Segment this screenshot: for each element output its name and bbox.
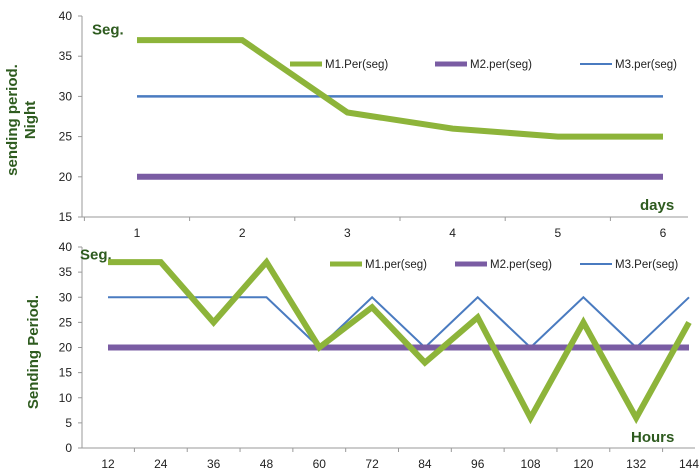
chart1-y-tick-label: 25 [59, 130, 73, 144]
chart1-y-tick-label: 15 [59, 210, 73, 224]
chart1-y-axis-label: Night [22, 101, 39, 139]
chart1-y-tick-label: 20 [59, 170, 73, 184]
chart1-x-tick-label: 3 [344, 226, 351, 240]
chart2-legend-label-m1: M1.per(seg) [365, 259, 427, 271]
chart2-y-tick-label: 15 [59, 366, 73, 380]
chart2-x-tick-label: 72 [365, 457, 379, 471]
chart2-x-tick-label: 120 [573, 457, 593, 471]
chart1-x-tick-label: 5 [554, 226, 561, 240]
chart2-x-tick-label: 132 [626, 457, 646, 471]
chart2-y-tick-label: 40 [59, 240, 73, 254]
chart2-legend-label-m3: M3.Per(seg) [615, 259, 678, 271]
chart2-y-tick-label: 20 [59, 341, 73, 355]
chart2-y-tick-label: 10 [59, 391, 73, 405]
chart2-series-line-m3 [108, 295, 690, 349]
chart2-x-tick-label: 48 [260, 457, 274, 471]
chart2-x-tick-label: 108 [521, 457, 541, 471]
chart1-x-tick-label: 4 [449, 226, 456, 240]
chart1-legend-label-m1: M1.Per(seg) [325, 59, 388, 71]
chart1-x-tick-label: 2 [239, 226, 246, 240]
chart2-y-axis-label: Sending Period. [25, 295, 42, 409]
chart1-x-axis-label: days [640, 197, 674, 214]
chart2-x-axis-label: Hours [631, 429, 674, 446]
chart2-series-line-m1 [108, 257, 692, 425]
chart2-x-tick-label: 60 [313, 457, 327, 471]
chart1-y-tick-label: 30 [59, 89, 73, 103]
chart2-legend-label-m2: M2.per(seg) [490, 259, 552, 271]
chart1-series-line-m1 [137, 37, 663, 140]
chart2-x-tick-label: 144 [679, 457, 699, 471]
chart2-y-tick-label: 30 [59, 290, 73, 304]
chart1-x-tick-label: 1 [134, 226, 141, 240]
chart2-y-tick-label: 35 [59, 265, 73, 279]
chart1-y-tick-label: 35 [59, 49, 73, 63]
chart2-x-tick-label: 24 [154, 457, 168, 471]
chart2-y-tick-label: 25 [59, 315, 73, 329]
chart1-y-tick-label: 40 [59, 9, 73, 23]
chart1-x-tick-label: 6 [660, 226, 667, 240]
chart1-unit-label: Seg. [92, 21, 124, 38]
chart2-y-tick-label: 5 [65, 416, 72, 430]
chart2-x-tick-label: 12 [101, 457, 115, 471]
chart1-legend-label-m2: M2.per(seg) [470, 59, 532, 71]
chart1-legend-label-m3: M3.per(seg) [615, 59, 677, 71]
chart2-x-tick-label: 84 [418, 457, 432, 471]
chart2-x-tick-label: 96 [471, 457, 485, 471]
chart2-y-tick-label: 0 [65, 441, 72, 455]
chart2-x-tick-label: 36 [207, 457, 221, 471]
chart2-unit-label: Seg. [80, 246, 112, 263]
chart1-y-axis-label: sending period. [4, 64, 21, 176]
